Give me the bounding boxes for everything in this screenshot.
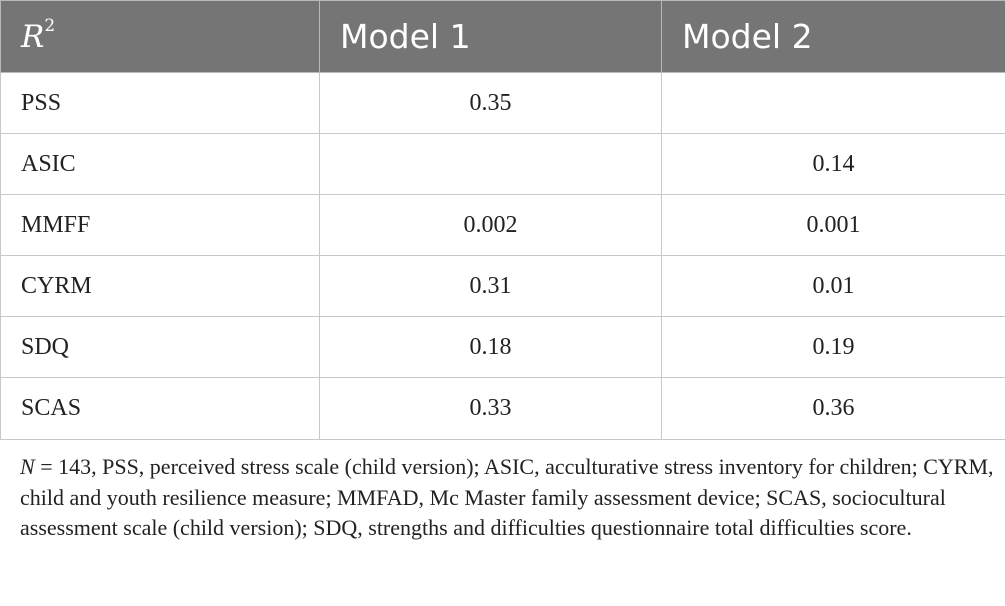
table-footnote: N = 143, PSS, perceived stress scale (ch… (20, 452, 1000, 544)
row-label: SDQ (0, 316, 320, 378)
model-1-value: 0.31 (319, 255, 662, 317)
table-row: ASIC 0.14 (0, 133, 1005, 195)
row-label: SCAS (0, 377, 320, 440)
table-row: PSS 0.35 (0, 72, 1005, 134)
model-1-value: 0.002 (319, 194, 662, 256)
header-r-squared: R2 (0, 0, 320, 73)
model-2-value: 0.19 (661, 316, 1005, 378)
header-model-1: Model 1 (319, 0, 662, 73)
model-1-value (319, 133, 662, 195)
results-table: R2 Model 1 Model 2 PSS 0.35 ASIC 0.14 MM… (0, 0, 1005, 440)
header-model-2: Model 2 (661, 0, 1005, 73)
model-1-value: 0.33 (319, 377, 662, 440)
model-2-value (661, 72, 1005, 134)
header-r-superscript: 2 (44, 16, 56, 37)
footnote-text: = 143, PSS, perceived stress scale (chil… (20, 454, 994, 540)
model-1-value: 0.35 (319, 72, 662, 134)
header-r-label: R (21, 18, 45, 55)
table-row: MMFF 0.002 0.001 (0, 194, 1005, 256)
table-row: SCAS 0.33 0.36 (0, 377, 1005, 440)
row-label: MMFF (0, 194, 320, 256)
model-2-value: 0.001 (661, 194, 1005, 256)
table-row: CYRM 0.31 0.01 (0, 255, 1005, 317)
model-2-value: 0.36 (661, 377, 1005, 440)
footnote-n-symbol: N (20, 454, 35, 479)
row-label: CYRM (0, 255, 320, 317)
model-1-value: 0.18 (319, 316, 662, 378)
model-2-value: 0.14 (661, 133, 1005, 195)
model-2-value: 0.01 (661, 255, 1005, 317)
table-row: SDQ 0.18 0.19 (0, 316, 1005, 378)
header-row: R2 Model 1 Model 2 (0, 0, 1005, 73)
row-label: ASIC (0, 133, 320, 195)
row-label: PSS (0, 72, 320, 134)
